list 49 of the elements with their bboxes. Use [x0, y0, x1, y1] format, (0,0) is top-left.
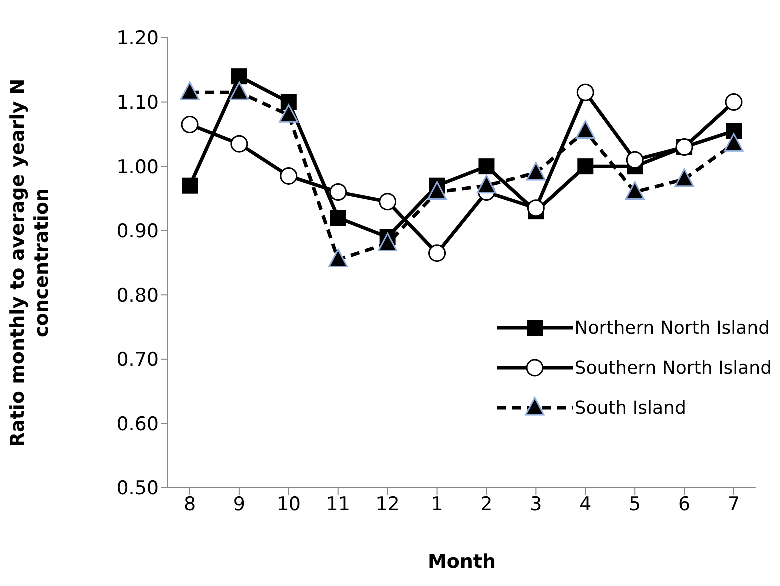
y-tick-label: 0.50 [116, 478, 159, 500]
y-axis-title: Ratio monthly to average yearly N concentration [7, 78, 53, 448]
x-tick-label: 9 [233, 493, 246, 516]
x-tick-label: 11 [326, 493, 350, 516]
point [330, 184, 348, 202]
point [230, 135, 248, 153]
point [231, 68, 248, 85]
x-axis-title: Month [428, 551, 496, 573]
point [726, 123, 742, 140]
point [330, 210, 346, 226]
point [476, 175, 496, 194]
x-tick-label: 6 [678, 493, 691, 516]
point [724, 133, 744, 152]
point [527, 200, 545, 218]
point [328, 249, 348, 268]
y-tick-label: 1.10 [116, 92, 159, 114]
x-tick-label: 2 [480, 493, 493, 516]
legend-label: Southern North Island [574, 358, 772, 378]
y-tick-label: 0.60 [116, 413, 159, 436]
x-tick-label: 5 [629, 493, 642, 516]
x-tick-label: 7 [728, 493, 740, 516]
point [280, 167, 298, 185]
x-tick-label: 10 [276, 493, 302, 516]
point [725, 94, 743, 112]
y-tick-label: 1.20 [116, 28, 159, 50]
x-tick-label: 12 [376, 493, 400, 516]
y-tick-label: 0.70 [116, 349, 159, 372]
x-tick-label: 8 [184, 493, 196, 516]
point [626, 151, 644, 169]
point [674, 168, 694, 188]
y-tick-label: 0.80 [116, 284, 159, 307]
point [182, 178, 198, 194]
legend-label: South Island [574, 398, 686, 418]
point [181, 116, 199, 134]
point [526, 162, 546, 181]
point [378, 232, 398, 252]
point [625, 182, 645, 200]
point [428, 244, 446, 262]
x-tick-label: 4 [580, 493, 592, 516]
x-tick-label: 1 [431, 493, 444, 516]
y-tick-label: 0.90 [116, 220, 159, 243]
x-tick-label: 3 [530, 493, 542, 516]
point [576, 84, 594, 102]
point [379, 193, 397, 211]
point [478, 158, 495, 175]
y-tick-label: 1.00 [116, 156, 159, 178]
point [578, 158, 594, 175]
legend-label: Northern North Island [574, 318, 770, 338]
point [428, 182, 448, 200]
